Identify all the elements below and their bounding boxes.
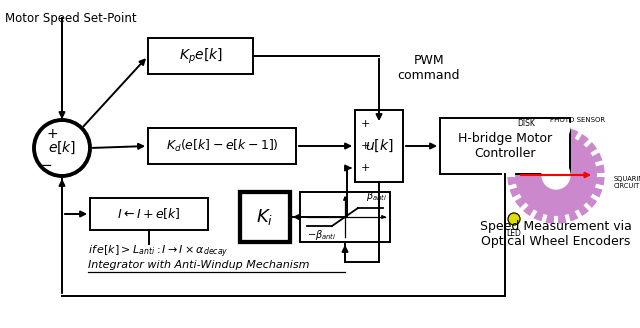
Bar (90, 198, 208, 230)
Text: H-bridge Motor
Controller: H-bridge Motor Controller (458, 132, 552, 160)
Circle shape (508, 127, 604, 223)
Text: +: + (361, 119, 371, 129)
Text: $e[k]$: $e[k]$ (48, 140, 76, 156)
Text: $\beta_{anti}$: $\beta_{anti}$ (365, 189, 387, 203)
Text: $K_d(e[k]-e[k-1])$: $K_d(e[k]-e[k-1])$ (166, 138, 278, 154)
Bar (300, 192, 390, 242)
Text: Motor Speed Set-Point: Motor Speed Set-Point (5, 12, 136, 25)
Ellipse shape (34, 120, 90, 176)
Circle shape (542, 161, 570, 189)
Text: Integrator with Anti-Windup Mechanism: Integrator with Anti-Windup Mechanism (88, 260, 310, 270)
Bar (355, 110, 403, 182)
Text: PHOTO SENSOR: PHOTO SENSOR (550, 117, 605, 123)
Text: +: + (361, 163, 371, 173)
Text: $K_i$: $K_i$ (257, 207, 274, 227)
Text: Speed Measurement via
Optical Wheel Encoders: Speed Measurement via Optical Wheel Enco… (480, 220, 632, 248)
Bar (148, 128, 296, 164)
Text: $-\beta_{anti}$: $-\beta_{anti}$ (307, 228, 337, 242)
Circle shape (508, 213, 520, 225)
Text: $u[k]$: $u[k]$ (365, 138, 393, 154)
Text: +: + (46, 127, 58, 141)
Bar (148, 38, 253, 74)
Text: $-$: $-$ (40, 156, 52, 172)
Bar (240, 192, 290, 242)
Text: LED: LED (507, 229, 522, 238)
Bar (440, 118, 570, 174)
Text: $K_p e[k]$: $K_p e[k]$ (179, 46, 223, 66)
Text: PWM
command: PWM command (397, 54, 460, 82)
Text: DISK: DISK (517, 118, 535, 128)
Text: SQUARING
CIRCUIT: SQUARING CIRCUIT (614, 176, 640, 190)
Text: $I \leftarrow I + e[k]$: $I \leftarrow I + e[k]$ (117, 207, 181, 221)
Text: +: + (361, 141, 371, 151)
Text: $if\,e[k] > L_{anti} : I \rightarrow I \times \alpha_{decay}$: $if\,e[k] > L_{anti} : I \rightarrow I \… (88, 244, 228, 260)
